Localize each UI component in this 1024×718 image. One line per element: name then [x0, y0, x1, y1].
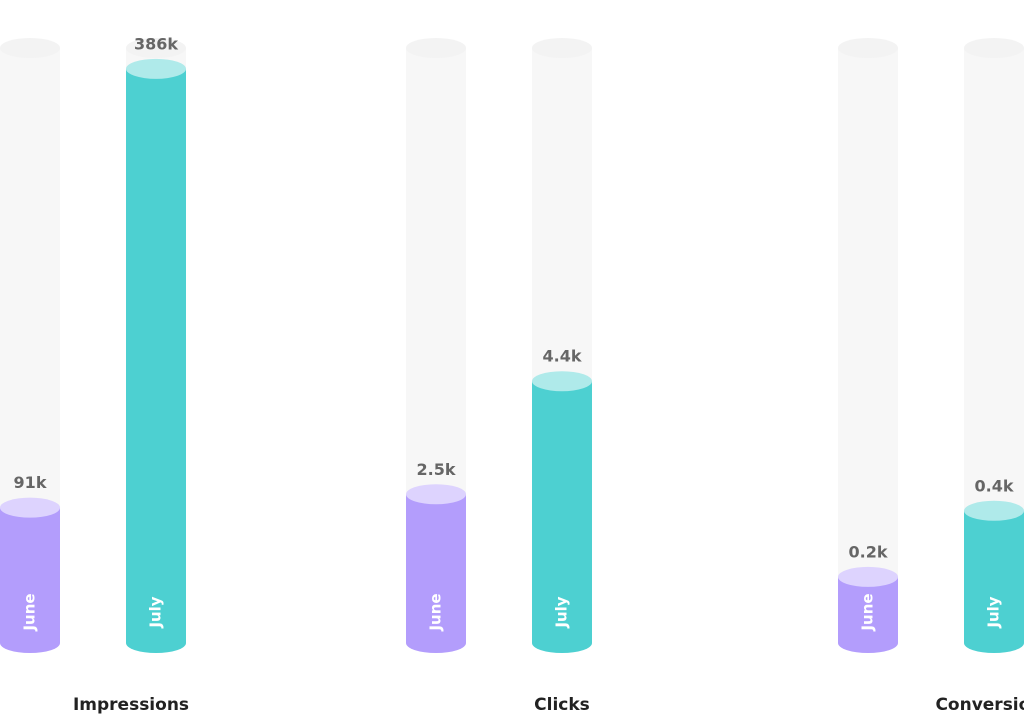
value-label: 0.2k	[849, 542, 888, 561]
bar-cap	[126, 58, 186, 79]
category-label: July	[553, 596, 571, 628]
value-label: 386k	[134, 34, 178, 53]
value-label: 4.4k	[543, 347, 582, 366]
bar-track-cap	[964, 38, 1024, 58]
bar-track-cap	[838, 38, 898, 58]
bar	[838, 576, 898, 643]
category-label: July	[985, 596, 1003, 628]
bar-cap	[0, 497, 60, 518]
group-title: Impressions	[73, 695, 189, 715]
bar-track-cap	[532, 38, 592, 58]
group-title: Conversions	[935, 695, 1024, 715]
category-label: June	[427, 593, 445, 631]
value-label: 2.5k	[417, 460, 456, 479]
group-title: Clicks	[534, 695, 590, 715]
value-label: 0.4k	[975, 476, 1014, 495]
bar	[964, 510, 1024, 643]
bar-cap	[964, 500, 1024, 521]
bar-cap	[406, 484, 466, 505]
bar	[126, 68, 186, 643]
bar	[532, 381, 592, 643]
category-label: June	[21, 593, 39, 631]
bar-track	[838, 48, 898, 643]
bar-track-cap	[126, 38, 186, 58]
bar-track-cap	[406, 38, 466, 58]
bar-track-cap	[0, 38, 60, 58]
bar	[406, 494, 466, 643]
category-label: June	[859, 593, 877, 631]
value-label: 91k	[14, 473, 47, 492]
bar-cap	[532, 371, 592, 392]
bar-cap	[838, 566, 898, 587]
bar	[0, 507, 60, 643]
category-label: July	[147, 596, 165, 628]
